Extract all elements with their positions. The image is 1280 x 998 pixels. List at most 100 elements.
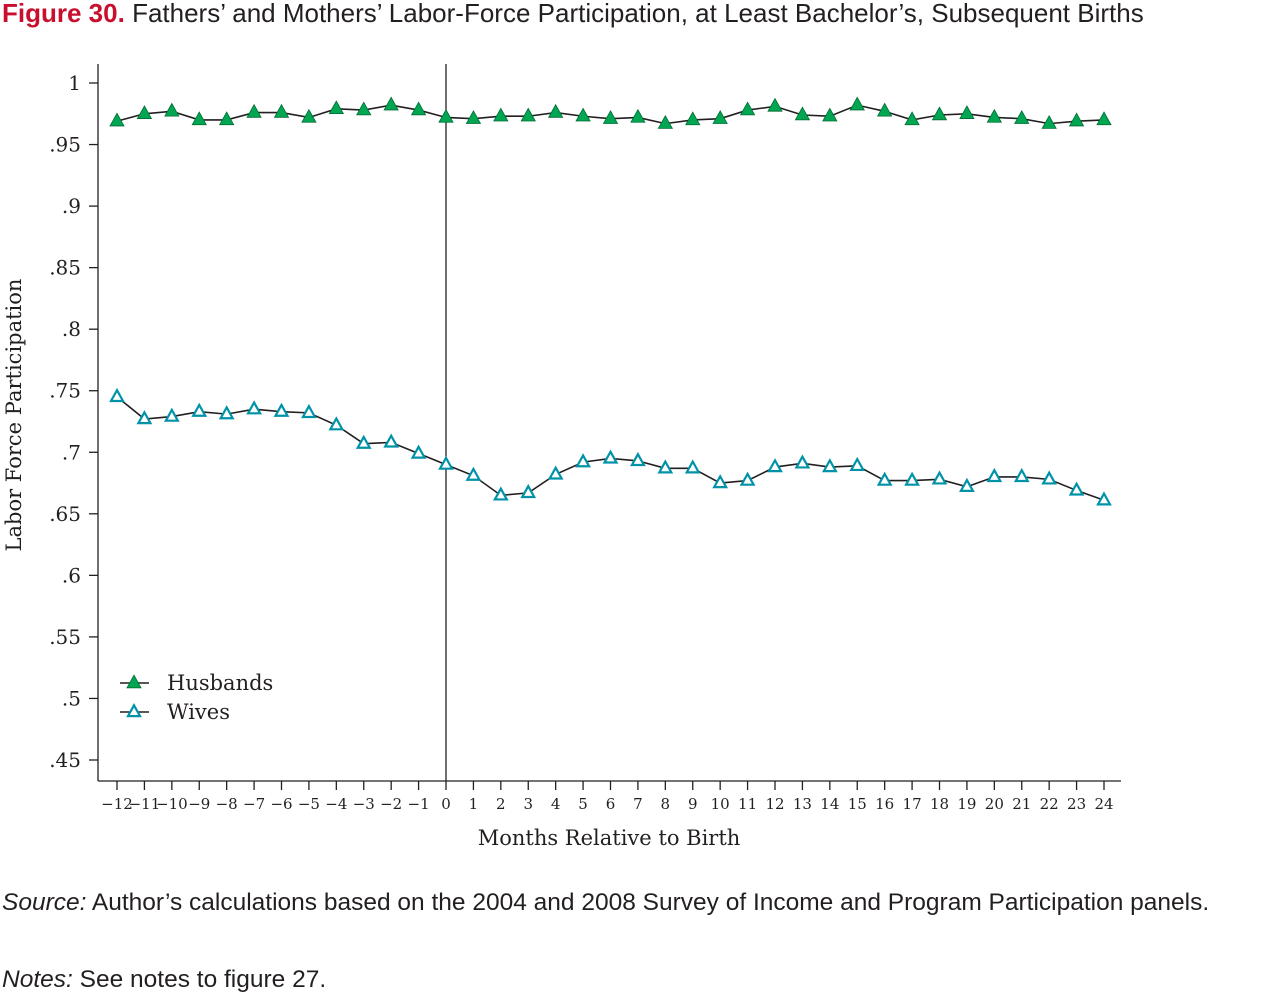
x-tick-label: 24 xyxy=(1094,795,1113,813)
data-point xyxy=(356,101,372,116)
y-tick-label: .9 xyxy=(62,194,81,218)
data-point xyxy=(822,107,838,122)
data-point xyxy=(575,453,591,468)
data-point xyxy=(163,407,180,422)
data-point xyxy=(136,410,153,425)
data-point xyxy=(1014,110,1030,124)
x-tick-label: 4 xyxy=(551,795,561,813)
legend-label: Wives xyxy=(167,700,230,724)
legend-marker xyxy=(126,703,142,718)
x-tick-label: 11 xyxy=(738,795,757,813)
x-tick-label: −10 xyxy=(156,795,188,813)
data-point xyxy=(1068,481,1085,496)
chart-series xyxy=(109,96,1112,506)
data-point xyxy=(657,459,674,474)
x-tick-label: −2 xyxy=(380,795,402,813)
data-point xyxy=(794,106,811,121)
figure-number: Figure 30. xyxy=(2,0,125,28)
data-point xyxy=(1096,491,1112,506)
x-tick-label: 1 xyxy=(469,795,479,813)
x-tick-label: −11 xyxy=(129,795,161,813)
data-point xyxy=(520,107,536,122)
data-point xyxy=(986,108,1003,123)
legend-marker xyxy=(126,674,142,689)
source-label: Source: xyxy=(2,889,87,916)
data-point xyxy=(1068,112,1085,127)
data-point xyxy=(575,107,591,122)
data-point xyxy=(328,100,345,115)
y-axis-label: Labor Force Participation xyxy=(2,279,26,552)
data-point xyxy=(410,101,427,116)
data-point xyxy=(355,434,372,449)
x-tick-label: 16 xyxy=(875,795,894,813)
x-tick-label: 18 xyxy=(930,795,949,813)
series-wives xyxy=(109,387,1112,506)
x-tick-label: −12 xyxy=(101,795,133,813)
data-point xyxy=(904,111,920,126)
y-tick-label: .55 xyxy=(49,625,81,649)
data-point xyxy=(684,459,701,474)
data-point xyxy=(410,444,427,459)
x-tick-label: 22 xyxy=(1040,795,1059,813)
chart-legend: Husbands Wives xyxy=(120,671,273,724)
data-point xyxy=(931,470,948,485)
data-point xyxy=(328,416,345,431)
data-point xyxy=(849,456,866,472)
data-point xyxy=(849,96,865,111)
data-point xyxy=(1013,467,1030,483)
data-point xyxy=(191,402,208,417)
y-tick-label: 1 xyxy=(68,71,81,95)
data-point xyxy=(959,477,975,492)
x-tick-label: −1 xyxy=(408,795,430,813)
legend-label: Husbands xyxy=(167,671,273,695)
data-point xyxy=(218,111,235,126)
x-tick-label: 3 xyxy=(523,795,533,813)
data-point xyxy=(821,458,838,473)
y-tick-label: .75 xyxy=(49,379,81,403)
figure-title: Figure 30. Fathers’ and Mothers’ Labor-F… xyxy=(2,0,1144,28)
data-point xyxy=(657,114,674,129)
y-tick-label: .95 xyxy=(49,133,81,157)
data-point xyxy=(876,471,893,486)
x-tick-label: −3 xyxy=(353,795,375,813)
legend-item-husbands: Husbands xyxy=(120,671,273,695)
data-point xyxy=(602,110,619,124)
x-tick-label: −6 xyxy=(270,795,292,813)
data-point xyxy=(164,102,180,117)
data-point xyxy=(767,458,783,473)
data-point xyxy=(630,108,646,123)
data-point xyxy=(739,101,756,116)
x-tick-label: −4 xyxy=(325,795,347,813)
source-text: Author’s calculations based on the 2004 … xyxy=(86,889,1210,916)
data-point xyxy=(383,96,399,111)
x-tick-label: 14 xyxy=(820,795,839,813)
data-point xyxy=(109,387,125,403)
x-tick-label: 10 xyxy=(711,795,730,813)
y-tick-label: .7 xyxy=(62,440,81,464)
x-tick-label: 19 xyxy=(957,795,976,813)
data-point xyxy=(986,467,1003,483)
x-tick-label: 9 xyxy=(688,795,698,813)
x-tick-label: −8 xyxy=(216,795,238,813)
x-tick-label: 23 xyxy=(1067,795,1086,813)
x-tick-label: 17 xyxy=(903,795,922,813)
data-point xyxy=(1041,114,1057,129)
x-tick-label: 21 xyxy=(1012,795,1031,813)
data-point xyxy=(794,454,811,469)
x-tick-label: 12 xyxy=(765,795,784,813)
legend-item-wives: Wives xyxy=(120,700,230,724)
data-point xyxy=(931,106,948,121)
data-point xyxy=(246,400,262,415)
notes-note: Notes: See notes to figure 27. xyxy=(2,961,326,998)
x-tick-label: 0 xyxy=(441,795,451,813)
data-point xyxy=(383,433,400,448)
data-point xyxy=(876,102,893,117)
x-tick-label: 6 xyxy=(606,795,616,813)
notes-label: Notes: xyxy=(2,966,73,993)
data-point xyxy=(301,403,317,419)
data-point xyxy=(685,111,701,126)
y-tick-label: .65 xyxy=(49,502,81,526)
data-point xyxy=(246,103,262,118)
series-husbands xyxy=(109,96,1112,129)
x-tick-label: 20 xyxy=(985,795,1004,813)
